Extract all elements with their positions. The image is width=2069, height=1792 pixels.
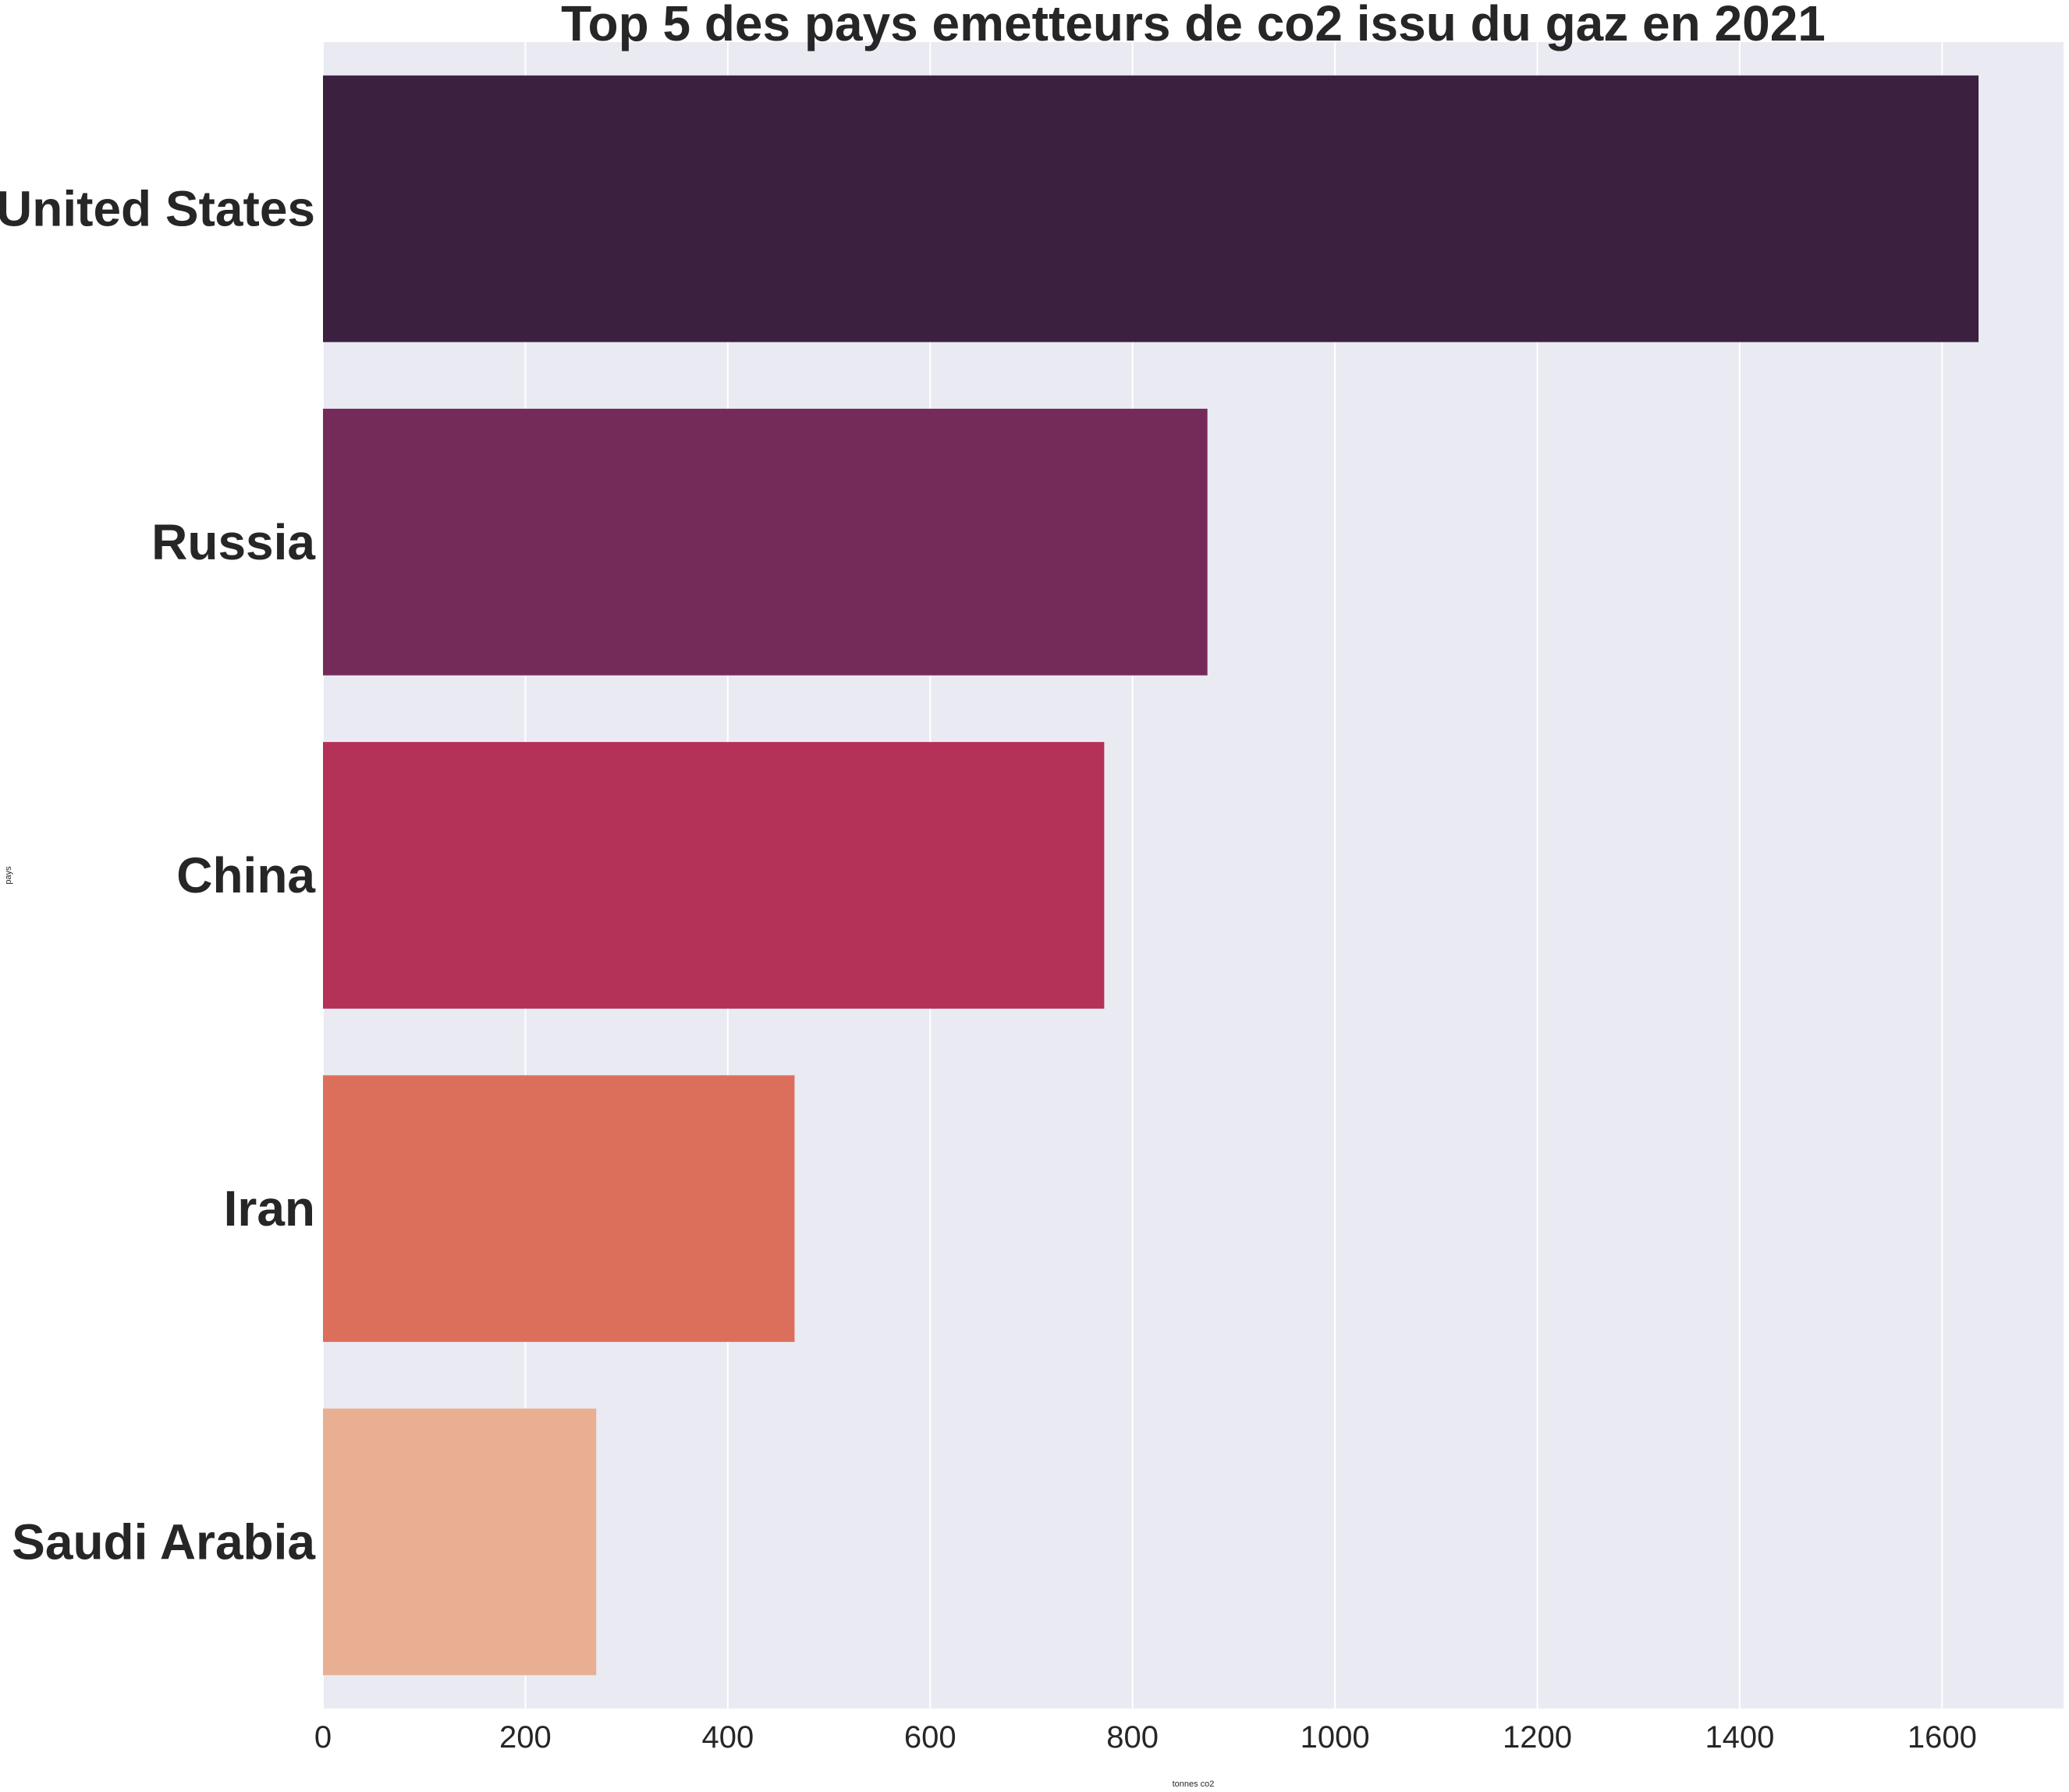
x-tick-label: 200	[499, 1720, 552, 1755]
x-tick-label: 1600	[1908, 1720, 1977, 1755]
bar	[323, 1408, 597, 1676]
category-label: China	[176, 847, 315, 903]
x-tick-label: 0	[314, 1720, 332, 1755]
y-axis-label: pays	[4, 866, 13, 885]
x-tick-label: 1400	[1705, 1720, 1774, 1755]
x-tick-label: 1200	[1503, 1720, 1572, 1755]
category-label: Saudi Arabia	[12, 1513, 315, 1570]
bar	[323, 1075, 795, 1343]
x-axis-label: tonnes co2	[1173, 1780, 1215, 1789]
bar	[323, 742, 1105, 1009]
bar	[323, 75, 1979, 342]
category-label: United States	[0, 181, 315, 237]
x-tick-label: 600	[904, 1720, 956, 1755]
category-label: Russia	[151, 514, 315, 570]
x-tick-label: 800	[1106, 1720, 1159, 1755]
category-labels: United States Russia China Iran Saudi Arabia	[0, 181, 315, 1570]
x-tick-labels: 0 200 400 600 800 1000 1200 1400 1600	[314, 1720, 1977, 1755]
bar	[323, 408, 1208, 676]
category-label: Iran	[224, 1180, 315, 1237]
chart-title: Top 5 des pays emetteurs de co2 issu du …	[561, 0, 1826, 51]
x-tick-label: 400	[701, 1720, 754, 1755]
x-tick-label: 1000	[1301, 1720, 1370, 1755]
bars	[323, 75, 1979, 1676]
